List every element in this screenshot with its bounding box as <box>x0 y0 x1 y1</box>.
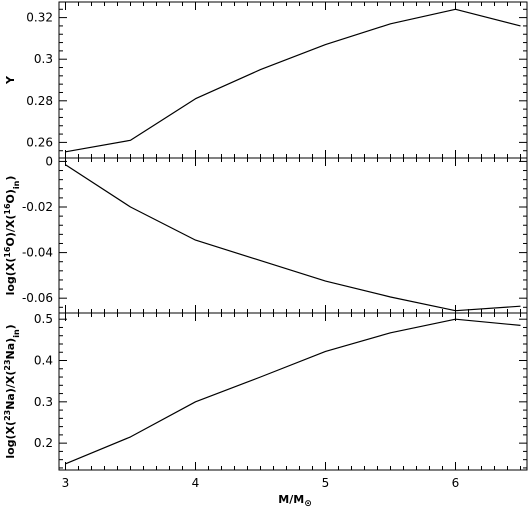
y-axis-label: log(X(16O)/X(16O)in) <box>3 176 21 296</box>
y-tick-label: -0.06 <box>22 291 53 305</box>
y-axis-label-part: 23 <box>3 410 12 421</box>
series-line-1 <box>65 318 521 465</box>
x-tick-label: 4 <box>192 476 200 490</box>
x-tick-label: 6 <box>452 476 460 490</box>
y-axis-label-part: 16 <box>3 246 12 258</box>
y-tick-label: 0.26 <box>26 135 53 149</box>
y-tick-label: 0.28 <box>26 94 53 108</box>
y-axis-label-part: Na) <box>4 338 17 360</box>
y-axis-label-part: in <box>12 329 21 338</box>
x-axis-label: M/M⊙ <box>278 493 311 509</box>
y-tick-label: -0.04 <box>22 246 53 260</box>
y-axis-label-part: in <box>12 180 21 189</box>
panels: 0.260.280.30.32Y-0.06-0.04-0.020log(X(16… <box>3 1 528 490</box>
y-axis-label-part: Y <box>4 75 17 85</box>
y-axis-label-part: O) <box>4 189 17 203</box>
y-axis-label-part: ) <box>4 324 17 329</box>
y-tick-label: 0.2 <box>34 436 53 450</box>
x-tick-label: 5 <box>322 476 330 490</box>
y-axis-label-part: Na)/X( <box>4 371 17 410</box>
y-tick-label: -0.02 <box>22 200 53 214</box>
y-tick-label: 0.3 <box>34 52 53 66</box>
plot-frame <box>58 312 528 471</box>
series-line-1 <box>65 164 521 312</box>
y-axis-label: log(X(23Na)/X(23Na)in) <box>3 324 21 458</box>
y-axis-label-part: log(X( <box>4 258 17 296</box>
y-axis-label-part: ) <box>4 176 17 181</box>
y-tick-label: 0 <box>45 154 53 168</box>
x-tick-label: 3 <box>62 476 70 490</box>
y-tick-label: 0.5 <box>34 312 53 326</box>
y-tick-label: 0.32 <box>26 11 53 25</box>
chart-panel-1: 0.26 0.28 0.3 0.32 Y <box>4 1 528 159</box>
plot-frame <box>58 157 528 314</box>
y-axis-label-part: log(X( <box>4 421 17 459</box>
plot-frame <box>58 1 528 159</box>
series-line-1 <box>65 8 521 153</box>
y-axis-label-part: 23 <box>3 359 12 370</box>
y-axis-label-part: 16 <box>3 203 12 215</box>
y-axis-label-part: O)/X( <box>4 215 17 247</box>
y-tick-label: 0.4 <box>34 354 53 368</box>
y-tick-label: 0.3 <box>34 395 53 409</box>
y-axis-label: Y <box>4 75 17 85</box>
